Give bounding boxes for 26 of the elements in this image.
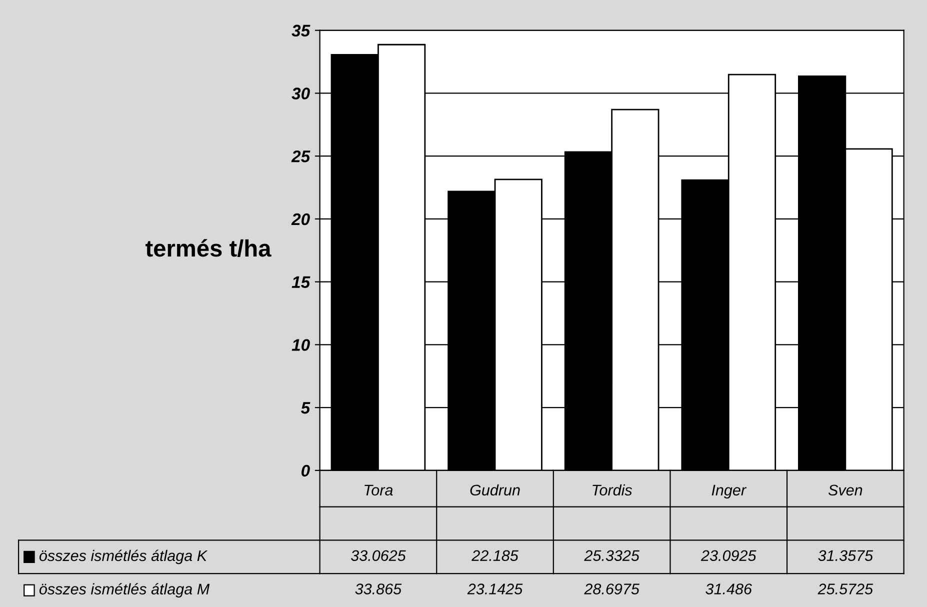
data-label: 31.3575 bbox=[818, 550, 874, 562]
data-label: 23.1425 bbox=[467, 584, 523, 594]
x-tick-label: Tora bbox=[364, 484, 393, 496]
data-label: 33.865 bbox=[355, 584, 402, 594]
data-label: 25.3325 bbox=[584, 550, 640, 562]
y-tick-label: 30 bbox=[292, 88, 310, 100]
y-axis-title: termés t/ha bbox=[146, 239, 272, 257]
x-tick-label: Gudrun bbox=[470, 484, 520, 496]
data-label: 28.6975 bbox=[584, 584, 640, 594]
x-tick-label: Sven bbox=[828, 484, 862, 496]
data-label: 25.5725 bbox=[818, 584, 874, 594]
data-label: 23.0925 bbox=[700, 550, 756, 562]
y-tick-label: 15 bbox=[292, 276, 310, 288]
data-label: 22.185 bbox=[472, 550, 518, 562]
y-tick-label: 35 bbox=[292, 24, 310, 37]
y-tick-label: 5 bbox=[300, 402, 310, 414]
y-tick-label: 20 bbox=[291, 213, 310, 226]
y-tick-label: 0 bbox=[302, 464, 310, 477]
data-label: 33.0625 bbox=[350, 550, 406, 562]
y-tick-label: 25 bbox=[291, 150, 310, 162]
legend-label: összes ismétlés átlaga K bbox=[39, 550, 208, 564]
legend-label: összes ismétlés átlaga M bbox=[39, 583, 210, 598]
y-tick-label: 10 bbox=[292, 339, 310, 351]
x-tick-label: Tordis bbox=[592, 484, 632, 496]
data-label: 31.486 bbox=[706, 584, 752, 594]
x-tick-label: Inger bbox=[712, 484, 747, 499]
